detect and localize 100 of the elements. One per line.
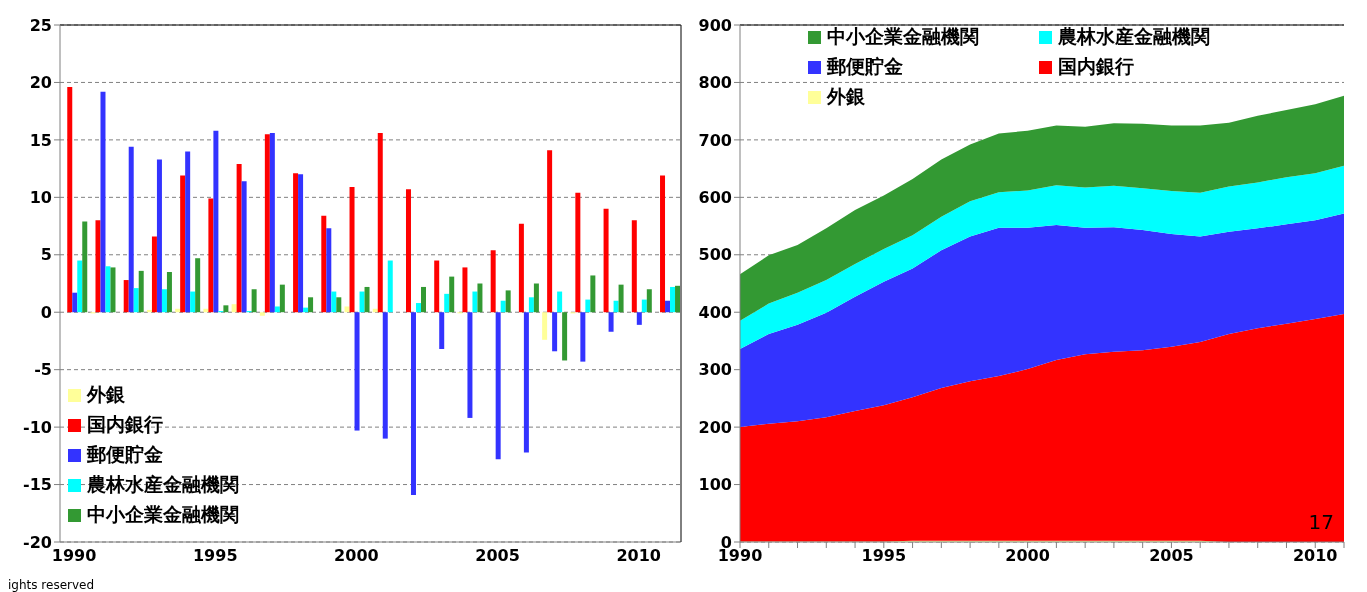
- bar: [67, 87, 73, 313]
- y-tick-label: 100: [698, 475, 732, 495]
- bar: [439, 312, 445, 349]
- bar: [105, 266, 111, 313]
- bar: [293, 173, 299, 313]
- annotation: 17: [1308, 510, 1334, 534]
- bar: [128, 146, 134, 313]
- bar: [518, 223, 524, 313]
- y-tick-label: -15: [23, 475, 52, 495]
- bar: [190, 291, 196, 313]
- bar: [298, 174, 304, 313]
- bar: [660, 175, 666, 313]
- bar: [166, 272, 172, 313]
- bar: [580, 312, 586, 362]
- bar: [462, 267, 468, 313]
- bar: [562, 312, 568, 361]
- y-tick-label: 10: [29, 188, 52, 208]
- legend-label: 国内銀行: [1058, 54, 1134, 79]
- bar: [613, 300, 619, 313]
- bar: [195, 258, 201, 313]
- text: ights reserved: [8, 578, 95, 592]
- bar: [646, 289, 652, 313]
- y-tick-label: 600: [698, 188, 732, 208]
- bar: [528, 297, 534, 313]
- bar: [259, 312, 265, 316]
- bar: [618, 284, 624, 313]
- bar: [236, 164, 242, 313]
- bar: [359, 291, 365, 313]
- bar: [146, 309, 152, 313]
- bar: [133, 288, 139, 313]
- bar: [410, 312, 416, 495]
- bar: [405, 189, 411, 313]
- bar: [377, 133, 383, 313]
- y-tick-label: -5: [34, 360, 52, 380]
- bar: [382, 312, 388, 439]
- legend-label: 農林水産金融機関: [1058, 24, 1210, 49]
- bar: [110, 267, 116, 313]
- bar: [631, 220, 637, 313]
- y-tick-label: 700: [698, 130, 732, 150]
- legend-label: 外銀: [87, 382, 125, 407]
- bar: [552, 312, 558, 352]
- x-tick-label: 1995: [861, 546, 907, 566]
- bar: [472, 291, 478, 313]
- bar: [274, 306, 280, 313]
- bar: [241, 181, 247, 313]
- legend-label: 農林水産金融機関: [87, 472, 239, 497]
- x-tick-label: 2000: [1005, 546, 1050, 566]
- x-tick-label: 1990: [51, 546, 97, 566]
- bar: [138, 270, 144, 313]
- bar: [420, 286, 426, 313]
- legend-label: 国内銀行: [87, 412, 163, 437]
- bar: [279, 284, 285, 313]
- bar: [308, 297, 314, 313]
- bar: [434, 260, 440, 313]
- bar: [533, 283, 539, 313]
- y-tick-label: 20: [29, 73, 52, 93]
- bar: [344, 306, 350, 313]
- y-tick-label: 300: [698, 360, 732, 380]
- x-tick-label: 1995: [192, 546, 238, 566]
- bar: [336, 297, 342, 313]
- y-tick-label: 0: [40, 302, 52, 322]
- bar: [444, 293, 450, 313]
- bar: [636, 312, 642, 325]
- y-tick-label: 800: [698, 73, 732, 93]
- bar: [542, 312, 548, 340]
- bar: [208, 198, 214, 313]
- bar: [585, 299, 591, 313]
- legend-label: 外銀: [827, 84, 865, 109]
- y-tick-label: -10: [23, 417, 52, 437]
- bar: [72, 292, 78, 313]
- bar: [251, 289, 257, 313]
- bar: [223, 305, 229, 313]
- bar: [449, 276, 455, 313]
- x-tick-label: 2005: [475, 546, 520, 566]
- x-tick-label: 2000: [334, 546, 379, 566]
- bar: [490, 250, 496, 313]
- bar: [331, 291, 337, 313]
- bar: [151, 236, 157, 313]
- x-tick-label: 2010: [616, 546, 661, 566]
- bar: [590, 275, 596, 313]
- bar: [82, 221, 88, 313]
- bar: [500, 300, 506, 313]
- y-tick-label: 500: [698, 245, 732, 265]
- bar: [387, 260, 393, 313]
- y-tick-label: -20: [23, 532, 52, 552]
- y-tick-label: 5: [40, 245, 52, 265]
- bar: [354, 312, 360, 431]
- y-tick-label: 15: [29, 130, 52, 150]
- bar: [326, 228, 332, 313]
- bar: [523, 312, 529, 453]
- bar: [264, 134, 270, 313]
- bar: [213, 130, 219, 313]
- legend-label: 郵便貯金: [827, 54, 903, 79]
- bar: [608, 312, 614, 332]
- bar: [231, 304, 237, 313]
- y-tick-label: 25: [29, 15, 52, 35]
- bar: [415, 303, 421, 313]
- legend-label: 郵便貯金: [87, 442, 163, 467]
- legend-label: 中小企業金融機関: [827, 24, 979, 49]
- bar: [665, 300, 671, 313]
